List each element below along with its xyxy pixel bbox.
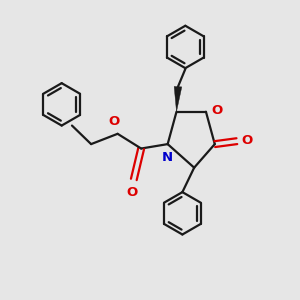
- Text: O: O: [127, 186, 138, 199]
- Text: O: O: [241, 134, 253, 147]
- Polygon shape: [174, 86, 182, 112]
- Text: O: O: [109, 115, 120, 128]
- Text: N: N: [161, 152, 172, 164]
- Text: O: O: [211, 104, 223, 117]
